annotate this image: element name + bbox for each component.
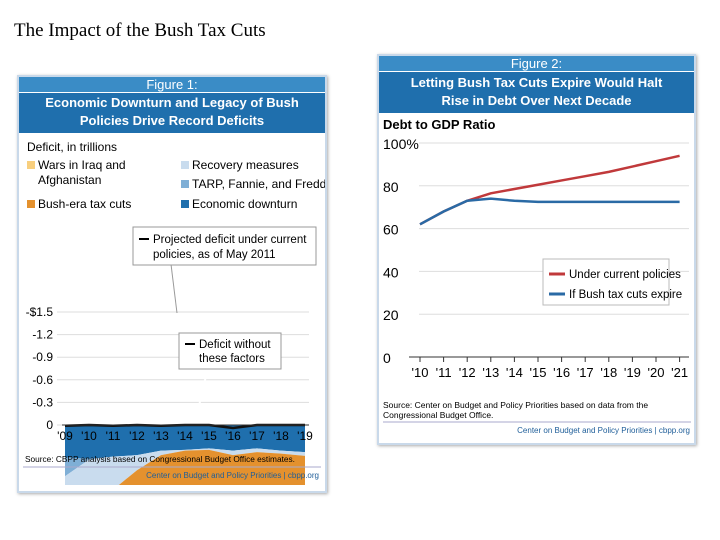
y-tick-label: 20 (383, 307, 399, 323)
legend-label: Economic downturn (192, 197, 297, 211)
y-tick-label: -0.9 (32, 350, 53, 364)
figure-2-title: Letting Bush Tax Cuts Expire Would Halt … (379, 71, 694, 113)
legend-swatch (27, 200, 35, 208)
line-if-tax-cuts-expire (419, 197, 680, 226)
x-tick-label: '15 (201, 429, 217, 443)
figure-1-chart: Deficit, in trillions Wars in Iraq andAfg… (23, 140, 336, 535)
page-title: The Impact of the Bush Tax Cuts (14, 20, 266, 41)
y-tick-label: 100% (383, 136, 419, 152)
y-tick-label: 0 (46, 418, 53, 432)
source-note: Congressional Budget Office. (383, 410, 493, 420)
x-tick-label: '10 (412, 365, 429, 380)
legend-label: Wars in Iraq and (38, 158, 126, 172)
legend-swatch (181, 180, 189, 188)
legend-label: Recovery measures (192, 158, 299, 172)
legend-label: TARP, Fannie, and Freddie (192, 177, 325, 191)
x-tick-label: '19 (297, 429, 313, 443)
callout-text: Deficit without (199, 339, 271, 351)
credit: Center on Budget and Policy Priorities |… (146, 471, 319, 480)
figure-1-title: Economic Downturn and Legacy of Bush Pol… (19, 92, 325, 133)
x-tick-label: '18 (273, 429, 289, 443)
callout-text: Projected deficit under current (153, 234, 307, 246)
figure-1: Figure 1: Economic Downturn and Legacy o… (17, 75, 336, 535)
callout-pointer (194, 362, 210, 424)
y-tick-label: -$1.5 (26, 305, 54, 319)
figure-2-header: Figure 2: Letting Bush Tax Cuts Expire W… (379, 56, 694, 113)
y-tick-label: 40 (383, 264, 399, 280)
area-economic-downturn (65, 425, 305, 459)
legend-swatch (181, 161, 189, 169)
legend-label: Under current policies (569, 269, 681, 281)
figure-2: Figure 2: Letting Bush Tax Cuts Expire W… (377, 54, 696, 445)
x-tick-label: '13 (482, 365, 499, 380)
x-tick-label: '16 (225, 429, 241, 443)
x-tick-label: '17 (249, 429, 265, 443)
x-tick-label: '14 (177, 429, 193, 443)
y-axis-label: Deficit, in trillions (27, 140, 117, 154)
y-tick-label: -0.6 (32, 373, 53, 387)
x-tick-label: '12 (129, 429, 145, 443)
line-current-policies (419, 154, 680, 226)
x-tick-label: '21 (671, 365, 688, 380)
x-tick-label: '14 (506, 365, 523, 380)
figure-1-label: Figure 1: (19, 77, 325, 92)
y-tick-label: 60 (383, 222, 399, 238)
x-tick-label: '18 (600, 365, 617, 380)
callout-text: these factors (199, 353, 265, 365)
legend-label: Afghanistan (38, 173, 101, 187)
x-tick-label: '11 (436, 365, 452, 380)
legend-swatch (181, 200, 189, 208)
y-tick-label: -0.3 (32, 395, 53, 409)
y-tick-label: 0 (383, 350, 391, 366)
source-note: Source: CBPP analysis based on Congressi… (25, 454, 295, 464)
x-tick-label: '13 (153, 429, 169, 443)
x-tick-label: '11 (106, 429, 121, 443)
area-recovery-measures (65, 448, 305, 491)
x-tick-label: '17 (577, 365, 594, 380)
x-tick-label: '12 (459, 365, 476, 380)
x-tick-label: '19 (624, 365, 641, 380)
legend-label: Bush-era tax cuts (38, 197, 131, 211)
x-tick-label: '20 (648, 365, 665, 380)
x-tick-label: '10 (81, 429, 97, 443)
figure-1-header: Figure 1: Economic Downturn and Legacy o… (19, 77, 325, 133)
callout-text: policies, as of May 2011 (153, 249, 276, 261)
callout-box (132, 226, 317, 266)
y-tick-label: -1.2 (32, 328, 53, 342)
credit: Center on Budget and Policy Priorities |… (517, 426, 690, 435)
x-tick-label: '16 (553, 365, 570, 380)
y-tick-label: 80 (383, 179, 399, 195)
legend-box (542, 258, 670, 306)
x-tick-label: '15 (530, 365, 547, 380)
x-tick-label: '09 (57, 429, 73, 443)
legend-label: If Bush tax cuts expire (569, 289, 682, 301)
figure-2-chart: Debt to GDP Ratio 0 20 40 60 80 100% '10 '11 '12 '… (383, 117, 691, 435)
legend-swatch (27, 161, 35, 169)
source-note: Source: Center on Budget and Policy Prio… (383, 400, 648, 410)
callout-box (178, 332, 282, 370)
y-axis-label: Debt to GDP Ratio (383, 117, 495, 132)
figure-2-label: Figure 2: (379, 56, 694, 71)
